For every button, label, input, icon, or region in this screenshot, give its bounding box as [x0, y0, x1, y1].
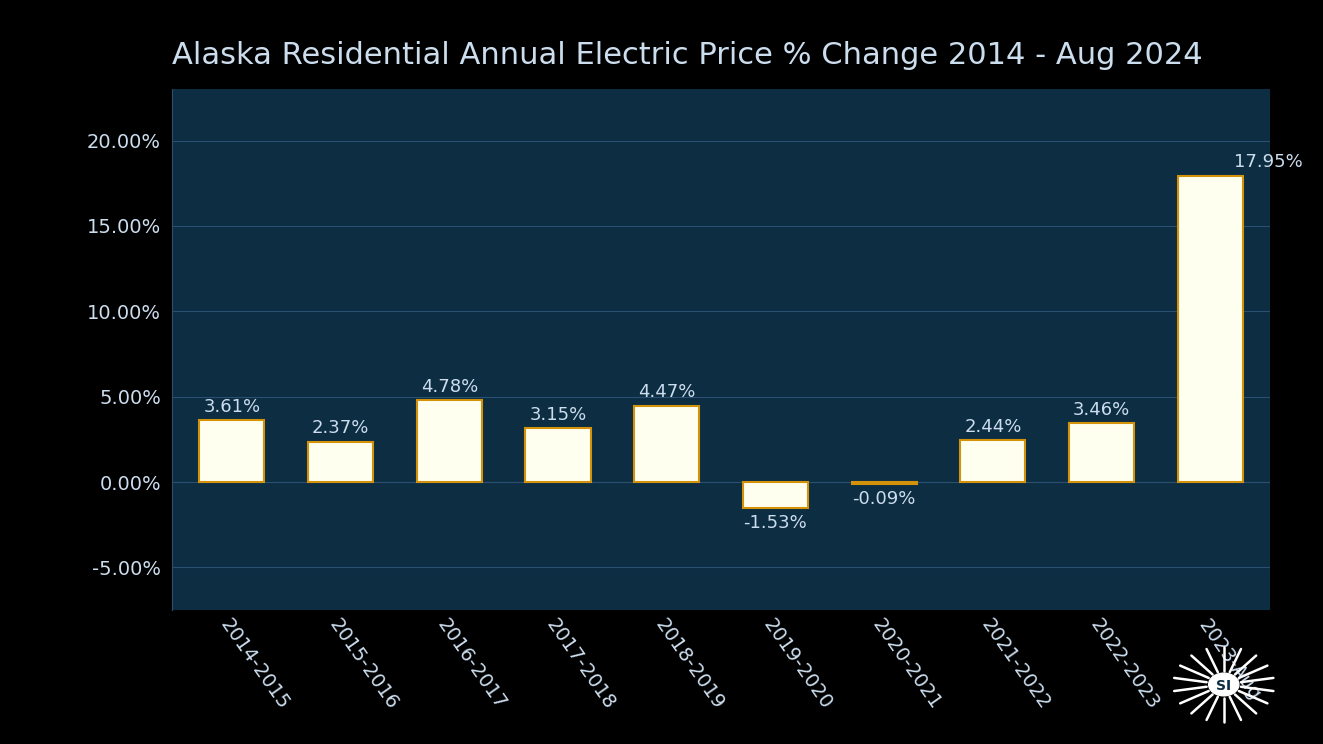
Bar: [634, 405, 700, 482]
Text: 2.44%: 2.44%: [964, 418, 1021, 436]
Circle shape: [1209, 673, 1238, 696]
Text: -0.09%: -0.09%: [852, 490, 916, 507]
Text: 2.37%: 2.37%: [312, 420, 369, 437]
Bar: [960, 440, 1025, 482]
Text: Alaska Residential Annual Electric Price % Change 2014 - Aug 2024: Alaska Residential Annual Electric Price…: [172, 41, 1203, 70]
Bar: [308, 441, 373, 482]
Bar: [1069, 423, 1134, 482]
Bar: [1177, 176, 1242, 482]
Text: 17.95%: 17.95%: [1234, 153, 1303, 171]
Text: 3.61%: 3.61%: [204, 398, 261, 416]
Bar: [200, 420, 265, 482]
Bar: [852, 482, 917, 484]
Bar: [742, 482, 808, 508]
Text: -1.53%: -1.53%: [744, 514, 807, 532]
Text: 4.47%: 4.47%: [638, 383, 696, 402]
Text: 3.46%: 3.46%: [1073, 401, 1130, 419]
Bar: [417, 400, 482, 482]
Text: 3.15%: 3.15%: [529, 406, 586, 424]
Text: SI: SI: [1216, 679, 1232, 693]
Text: 4.78%: 4.78%: [421, 378, 478, 396]
Bar: [525, 429, 590, 482]
